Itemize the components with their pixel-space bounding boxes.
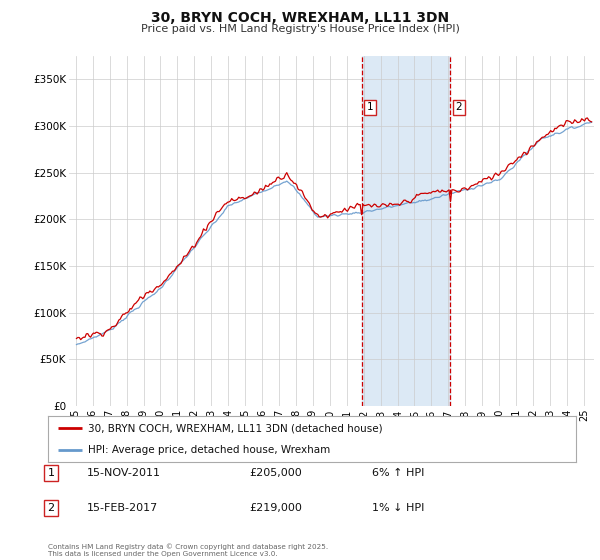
Text: 1: 1: [47, 468, 55, 478]
Text: 15-FEB-2017: 15-FEB-2017: [87, 503, 158, 513]
Text: Contains HM Land Registry data © Crown copyright and database right 2025.: Contains HM Land Registry data © Crown c…: [48, 543, 328, 550]
Text: £205,000: £205,000: [249, 468, 302, 478]
Text: 2: 2: [47, 503, 55, 513]
Text: 6% ↑ HPI: 6% ↑ HPI: [372, 468, 424, 478]
Bar: [362, 56, 451, 406]
Text: 30, BRYN COCH, WREXHAM, LL11 3DN: 30, BRYN COCH, WREXHAM, LL11 3DN: [151, 11, 449, 25]
Text: 15-NOV-2011: 15-NOV-2011: [87, 468, 161, 478]
Text: This data is licensed under the Open Government Licence v3.0.: This data is licensed under the Open Gov…: [48, 551, 278, 557]
Text: 2: 2: [455, 102, 462, 113]
Text: 30, BRYN COCH, WREXHAM, LL11 3DN (detached house): 30, BRYN COCH, WREXHAM, LL11 3DN (detach…: [88, 423, 382, 433]
Text: 1: 1: [367, 102, 373, 113]
Text: 1% ↓ HPI: 1% ↓ HPI: [372, 503, 424, 513]
Text: £219,000: £219,000: [249, 503, 302, 513]
Text: HPI: Average price, detached house, Wrexham: HPI: Average price, detached house, Wrex…: [88, 445, 330, 455]
Text: Price paid vs. HM Land Registry's House Price Index (HPI): Price paid vs. HM Land Registry's House …: [140, 24, 460, 34]
